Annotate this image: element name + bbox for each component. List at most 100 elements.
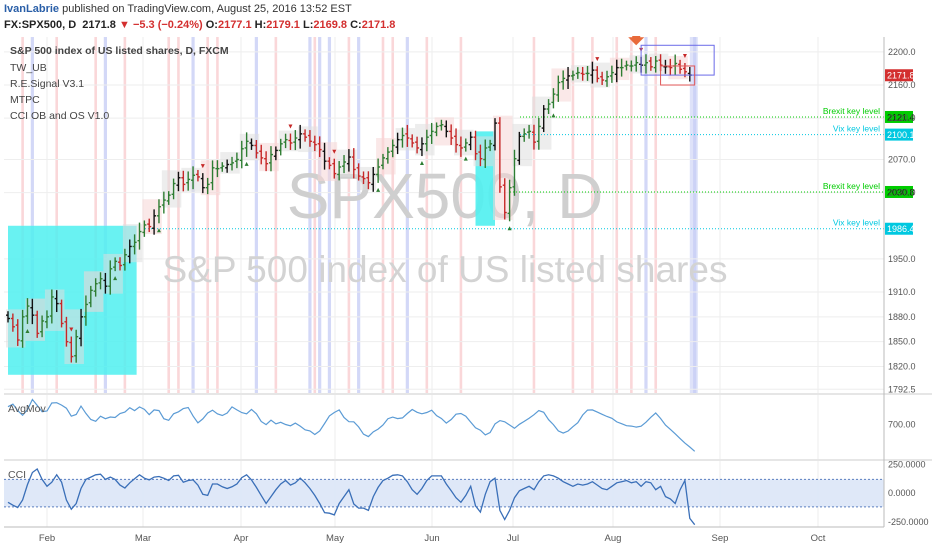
range-box (415, 123, 435, 156)
high-value: 2179.1 (266, 19, 300, 31)
signal-column-red (94, 37, 97, 393)
legend-item[interactable]: MTPC (10, 94, 40, 106)
month-tick-label: Apr (234, 533, 249, 544)
publish-line: IvanLabrie published on TradingView.com,… (4, 3, 352, 15)
range-box (512, 123, 532, 167)
price-change: −5.3 (−0.24%) (132, 19, 203, 31)
key-level-tag (885, 185, 913, 198)
month-tick-label: May (326, 533, 344, 544)
range-box (64, 309, 84, 365)
legend-title: S&P 500 index of US listed shares, D, FX… (10, 45, 229, 57)
signal-column-blue (191, 37, 195, 393)
month-tick-label: Jun (424, 533, 439, 544)
signal-column-red (167, 37, 171, 393)
cci-tick-label: 250.0000 (888, 459, 926, 469)
month-tick-label: Feb (39, 533, 55, 544)
key-level-value: 2121.4 (887, 112, 915, 122)
month-tick-label: Aug (605, 533, 622, 544)
range-box (473, 136, 493, 167)
stop-box (660, 65, 696, 86)
range-box (648, 53, 669, 75)
range-box (454, 129, 474, 156)
range-box (103, 253, 123, 294)
price-chart[interactable]: SPX500, D S&P 500 index of US listed sha… (0, 36, 932, 550)
key-level-label: Brexit key level (823, 181, 880, 191)
signal-column-red (123, 37, 127, 393)
month-tick-label: Oct (811, 533, 826, 544)
signal-column-blue (103, 37, 107, 393)
sell-triangle-icon (69, 327, 74, 332)
last-price: 2171.8 (82, 19, 116, 31)
signal-column-blue (327, 37, 332, 393)
sell-triangle-icon (200, 164, 205, 169)
signal-column-red (391, 37, 395, 393)
key-level-label: Vix key level (833, 124, 880, 134)
avgmov-line (7, 398, 696, 452)
signal-column-red (347, 37, 351, 393)
signal-column-blue (689, 37, 698, 393)
author-link[interactable]: IvanLabrie (4, 3, 60, 15)
signal-column-red (274, 37, 278, 393)
range-box (298, 126, 318, 153)
close-label: C: (350, 19, 362, 31)
price-tick-label: 2070.0 (888, 155, 916, 165)
buy-triangle-icon (25, 328, 30, 333)
key-level-tag (885, 128, 913, 141)
range-box (239, 133, 260, 161)
key-level-label: Vix key level (833, 218, 880, 228)
down-arrow-icon (628, 36, 645, 46)
price-tick-label: 1820.0 (888, 362, 916, 372)
legend-item[interactable]: TW_UB (10, 62, 47, 74)
avgmov-pane (4, 393, 932, 452)
low-label: L: (303, 19, 314, 31)
buy-triangle-icon (244, 161, 249, 166)
cci-pane (4, 459, 932, 526)
month-tick-label: Jul (507, 533, 519, 544)
last-price-tag (885, 69, 913, 82)
avgmov-tick-label: 700.00 (888, 419, 916, 429)
cci-line (7, 468, 696, 526)
signal-column-red (615, 37, 619, 393)
avgmov-label: AvgMov (8, 403, 46, 415)
range-box (44, 289, 65, 331)
signal-column-red (425, 37, 429, 393)
legend-item[interactable]: CCI OB and OS V1.0 (10, 110, 109, 122)
signal-columns (21, 37, 698, 393)
cci-band (4, 479, 884, 507)
range-box (551, 68, 571, 102)
indicator-legend: S&P 500 index of US listed shares, D, FX… (10, 45, 229, 122)
price-tick-label: 2030.0 (888, 188, 916, 198)
range-box (142, 199, 162, 235)
price-tick-label: 1850.0 (888, 337, 916, 347)
buy-triangle-icon (113, 276, 118, 281)
cci-tick-label: -250.0000 (888, 517, 929, 527)
low-value: 2169.8 (313, 19, 348, 31)
price-tick-label: 1880.0 (888, 312, 916, 322)
range-box (83, 271, 104, 312)
legend-item[interactable]: R.E.Signal V3.1 (10, 78, 84, 90)
signal-column-blue (357, 37, 361, 393)
key-level-tag (885, 110, 913, 123)
chart-header: IvanLabrie published on TradingView.com,… (0, 0, 932, 36)
sell-triangle-icon (682, 53, 687, 58)
price-tick-label: 1910.0 (888, 287, 916, 297)
signal-column-red (206, 37, 209, 393)
price-tick-label: 2120.0 (888, 113, 916, 123)
signal-column-red (630, 37, 633, 393)
range-box (122, 224, 143, 263)
open-label: O: (205, 19, 218, 31)
range-box (395, 128, 416, 151)
range-box (531, 96, 552, 150)
ohlc-bars (6, 47, 692, 363)
price-tick-label: 2160.0 (888, 80, 916, 90)
signal-column-blue (318, 37, 322, 393)
chart-background (0, 36, 932, 550)
key-level-value: 2100.1 (887, 130, 915, 140)
down-triangle-icon: ▼ (118, 19, 130, 31)
cci-tick-label: 0.0000 (888, 488, 916, 498)
symbol-label[interactable]: FX:SPX500, D (4, 19, 77, 31)
signal-column-red (216, 37, 219, 393)
buy-triangle-icon (507, 226, 512, 231)
range-box (668, 56, 688, 80)
signal-markers (628, 36, 715, 86)
